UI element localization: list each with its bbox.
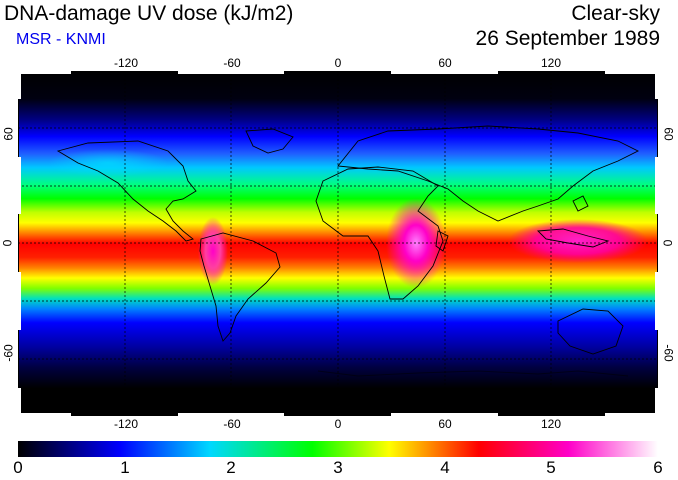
- uv-dose-map[interactable]: [18, 71, 658, 416]
- colorbar: [18, 441, 658, 457]
- lon-tick-bottom: 0: [334, 417, 342, 431]
- lat-tick-left: 60: [1, 127, 16, 141]
- source-label: MSR - KNMI: [16, 31, 106, 48]
- lat-tick-right: 60: [661, 127, 676, 141]
- graticule: [18, 71, 658, 416]
- colorbar-scale: [18, 441, 658, 457]
- colorbar-label: 4: [440, 458, 450, 477]
- colorbar-label: 0: [13, 458, 23, 477]
- lat-tick-right: 0: [660, 239, 675, 247]
- colorbar-label: 1: [120, 458, 130, 477]
- lat-tick-left: -60: [1, 344, 16, 362]
- sky-condition-label: Clear-sky: [571, 2, 660, 25]
- date-label: 26 September 1989: [475, 27, 660, 50]
- uv-hotspot-andes: [198, 217, 228, 285]
- uv-hotspot-indonesia: [508, 219, 648, 263]
- uv-cyan-patch: [48, 149, 168, 177]
- coastlines: [56, 125, 640, 377]
- lon-tick-bottom: 60: [438, 417, 452, 431]
- colorbar-label: 5: [546, 458, 556, 477]
- colorbar-label: 6: [653, 458, 663, 477]
- lon-tick-top: 0: [334, 56, 342, 70]
- colorbar-label: 2: [226, 458, 236, 477]
- lon-tick-bottom: -120: [113, 417, 139, 431]
- lat-tick-left: 0: [0, 239, 15, 247]
- lon-tick-top: 120: [540, 56, 562, 70]
- lat-tick-right: -60: [661, 344, 676, 362]
- map-title: DNA-damage UV dose (kJ/m2): [4, 2, 294, 25]
- lon-tick-top: -120: [113, 56, 139, 70]
- lon-tick-bottom: -60: [223, 417, 241, 431]
- lon-tick-top: 60: [438, 56, 452, 70]
- lon-tick-top: -60: [223, 56, 241, 70]
- uv-dose-map-canvas: [18, 71, 658, 416]
- map-frame: [18, 71, 658, 416]
- colorbar-label: 3: [333, 458, 343, 477]
- lon-tick-bottom: 120: [540, 417, 562, 431]
